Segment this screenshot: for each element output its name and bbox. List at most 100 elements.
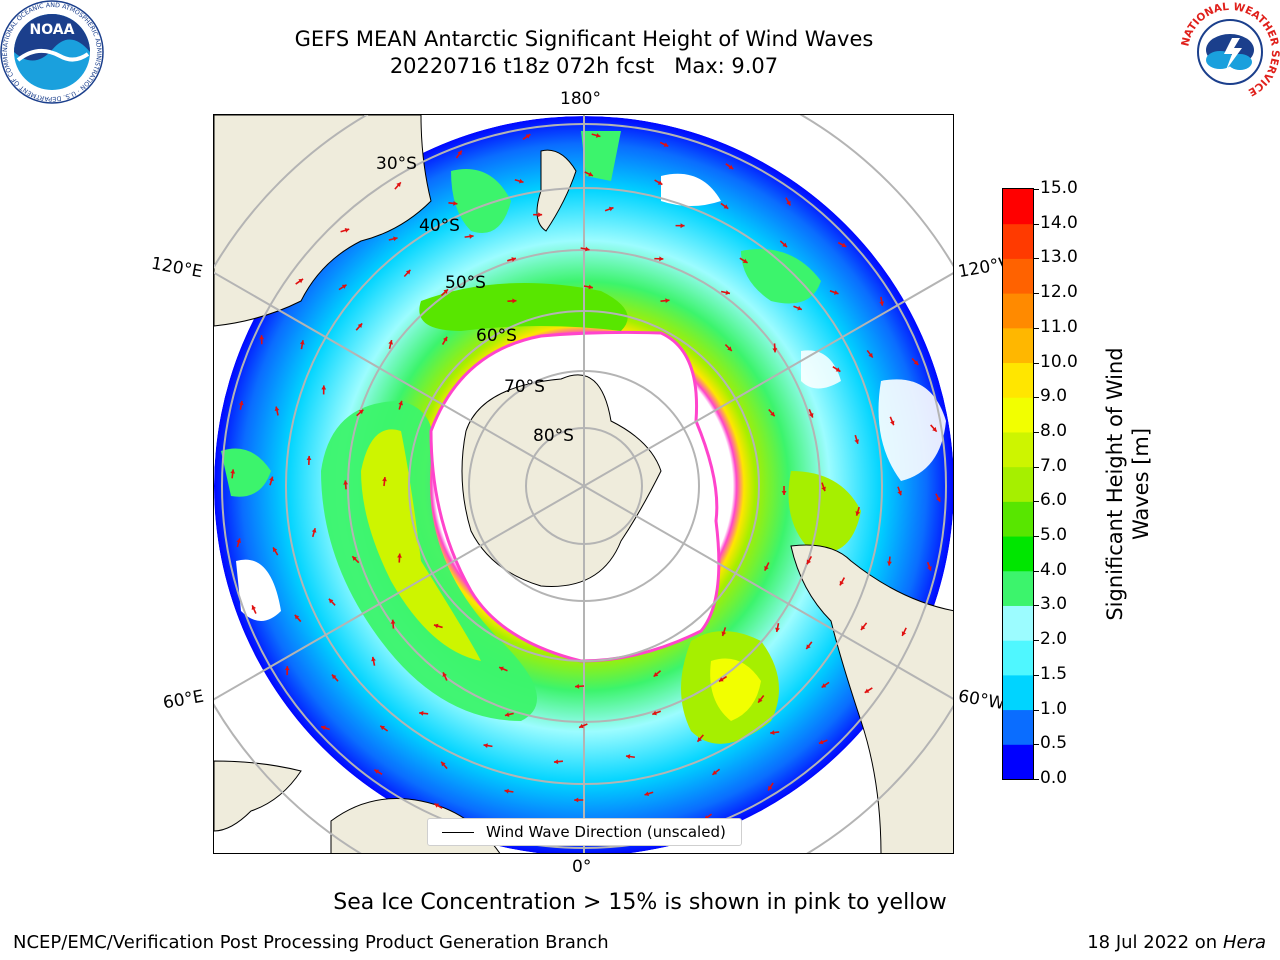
- wave-arrow-head: [932, 427, 937, 432]
- noaa-logo: NATIONAL OCEANIC AND ATMOSPHERIC ADMINIS…: [0, 0, 104, 104]
- wave-arrow-head: [657, 180, 663, 185]
- colorbar-segment: [1003, 466, 1033, 502]
- wave-arrow-head: [818, 739, 824, 745]
- legend-line-sample: [442, 831, 474, 833]
- wave-arrow-head: [469, 234, 474, 239]
- colorbar-tick-label: 1.5: [1033, 663, 1068, 684]
- wave-arrow-head: [331, 674, 337, 680]
- colorbar-segment: [1003, 674, 1033, 711]
- wave-arrow-head: [512, 298, 517, 304]
- wave-arrow-head: [511, 257, 516, 262]
- wave-arrow-head: [770, 411, 775, 417]
- wave-arrow-head: [483, 743, 488, 748]
- chart-title: GEFS MEAN Antarctic Significant Height o…: [294, 27, 874, 51]
- colorbar-tick-label: 6.0: [1033, 490, 1068, 511]
- wave-arrow-head: [230, 469, 236, 474]
- wave-arrow-head: [608, 206, 614, 212]
- wave-arrow-head: [294, 614, 300, 620]
- chart-subtitle: 20220716 t18z 072h fcst Max: 9.07: [389, 54, 779, 78]
- wave-arrow-head: [405, 269, 411, 275]
- south-america-land: [790, 544, 953, 853]
- wave-arrow-head: [588, 171, 593, 177]
- colorbar-tick-label: 13.0: [1034, 247, 1078, 268]
- wave-arrow-head: [758, 697, 763, 703]
- wave-arrow-head: [764, 565, 769, 571]
- colorbar-segment: [1003, 293, 1033, 329]
- wave-arrow-head: [913, 360, 919, 365]
- colorbar-tick-label: 0.5: [1033, 733, 1068, 754]
- wave-arrow-head: [833, 290, 839, 295]
- madagascar-land: [214, 760, 302, 832]
- wave-arrow-head: [525, 134, 531, 139]
- wave-arrow-head: [697, 737, 702, 742]
- wave-arrow-head: [433, 623, 439, 629]
- wave-arrow-head: [887, 561, 892, 566]
- wave-arrow-head: [575, 683, 580, 689]
- sea-ice-note: Sea Ice Concentration > 15% is shown in …: [333, 890, 947, 915]
- wave-arrow-head: [269, 476, 274, 482]
- wave-arrow-head: [797, 305, 802, 311]
- wave-arrow-head: [321, 385, 327, 390]
- wave-arrow-head: [442, 672, 447, 677]
- wave-arrow-head: [390, 619, 396, 624]
- wave-arrow-head: [306, 455, 312, 461]
- wave-arrow-head: [768, 785, 773, 791]
- colorbar-tick-label: 4.0: [1033, 559, 1068, 580]
- wave-arrow-head: [273, 547, 278, 553]
- wave-arrow-head: [742, 258, 748, 263]
- colorbar-tick-label: 14.0: [1034, 212, 1078, 233]
- wave-arrow-head: [786, 200, 791, 206]
- wave-arrow-head: [344, 227, 350, 233]
- lon-label-60e: 60°E: [161, 686, 206, 714]
- wave-arrow-head: [663, 142, 669, 147]
- wave-arrow-head: [299, 340, 305, 345]
- wind-wave-arrows: [230, 133, 941, 844]
- wave-arrow-head: [652, 710, 657, 716]
- wave-arrow-head: [806, 644, 811, 649]
- wave-arrow-head: [274, 406, 280, 412]
- wave-arrow-head: [419, 710, 424, 716]
- wave-arrow-head: [457, 150, 462, 156]
- colorbar-segment: [1003, 570, 1033, 606]
- australia-land: [214, 115, 432, 327]
- wave-arrow-head: [553, 759, 559, 765]
- colorbar-segment: [1003, 397, 1033, 433]
- wave-arrow-head: [397, 553, 402, 558]
- wave-arrow-head: [728, 164, 734, 169]
- machine-name: Hera: [1222, 932, 1266, 953]
- map-legend: Wind Wave Direction (unscaled): [427, 818, 742, 846]
- lon-label-180: 180°: [560, 89, 601, 109]
- wave-arrow-head: [772, 348, 778, 353]
- colorbar-segment: [1003, 189, 1033, 225]
- wave-arrow-head: [398, 400, 403, 406]
- wave-arrow-head: [396, 182, 401, 187]
- wave-arrow-head: [806, 559, 812, 565]
- wave-arrow-head: [504, 788, 509, 794]
- wave-arrow-head: [821, 486, 826, 492]
- wave-arrow-head: [374, 769, 380, 774]
- colorbar-segment: [1003, 605, 1033, 641]
- graticule: [214, 115, 953, 853]
- wave-arrow-head: [625, 754, 631, 759]
- wave-arrow-head: [680, 223, 685, 229]
- wave-arrow-head: [854, 439, 860, 444]
- wave-arrow-head: [860, 625, 866, 630]
- antarctica-land: [461, 374, 662, 587]
- colorbar-tick-label: 0.0: [1033, 768, 1068, 788]
- wave-arrow-head: [585, 246, 590, 252]
- colorbar: [1002, 188, 1034, 780]
- wave-arrow-head: [868, 352, 873, 358]
- colorbar-tick-label: 2.0: [1033, 629, 1068, 650]
- colorbar-tick-label: 8.0: [1033, 420, 1068, 441]
- wave-arrow-head: [352, 556, 357, 561]
- wave-arrow-head: [311, 528, 317, 533]
- colorbar-tick-label: 10.0: [1034, 351, 1078, 372]
- wave-arrow-head: [665, 298, 670, 304]
- colorbar-tick-label: 15.0: [1034, 178, 1078, 198]
- wave-arrow-head: [782, 242, 788, 248]
- colorbar-segment: [1003, 258, 1033, 294]
- wave-arrow-head: [321, 725, 326, 731]
- wave-arrow-head: [653, 672, 659, 677]
- wave-arrow-head: [579, 723, 584, 729]
- lat-label-70s: 70°S: [504, 377, 545, 397]
